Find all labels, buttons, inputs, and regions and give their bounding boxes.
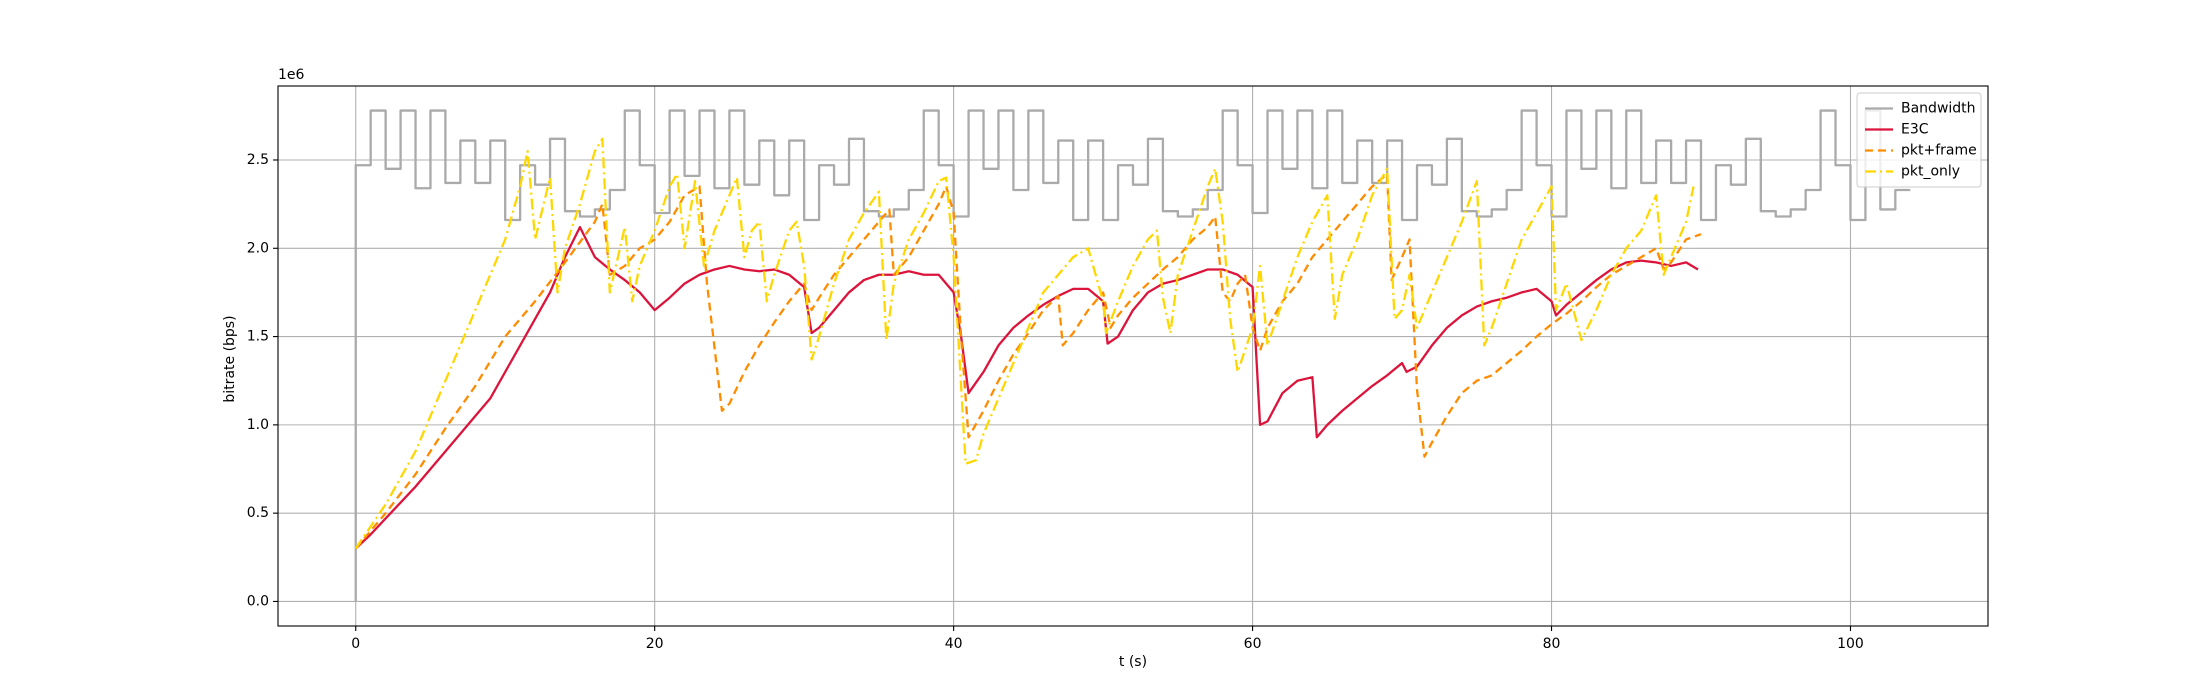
- legend: Bandwidth E3C pkt+frame pkt_only: [1856, 92, 1982, 188]
- y-tick-label: 2.5: [247, 152, 269, 168]
- y-tick-label: 1.5: [247, 329, 269, 345]
- y-offset-label: 1e6: [278, 67, 305, 83]
- x-tick-label: 20: [646, 636, 664, 652]
- legend-label: Bandwidth: [1901, 101, 1976, 117]
- x-tick-label: 60: [1244, 636, 1262, 652]
- series-line: [354, 109, 1911, 602]
- legend-label: pkt_only: [1901, 164, 1960, 180]
- x-tick-label: 0: [351, 636, 360, 652]
- y-tick-label: 0.0: [247, 593, 269, 609]
- y-tick-label: 1.0: [247, 417, 269, 433]
- x-tick-label: 80: [1543, 636, 1561, 652]
- x-axis-label: t (s): [1119, 654, 1147, 670]
- x-tick-label: 100: [1837, 636, 1864, 652]
- legend-box: [1856, 92, 1982, 188]
- series-line: [354, 172, 1702, 550]
- y-axis-label: bitrate (bps): [222, 315, 238, 402]
- x-tick-label: 40: [945, 636, 963, 652]
- y-tick-label: 2.0: [247, 240, 269, 256]
- legend-label: E3C: [1901, 122, 1929, 138]
- plot-frame: [277, 85, 1989, 627]
- series-line: [354, 225, 1699, 550]
- series-line: [354, 137, 1695, 550]
- legend-label: pkt+frame: [1901, 143, 1977, 159]
- y-tick-label: 0.5: [247, 505, 269, 521]
